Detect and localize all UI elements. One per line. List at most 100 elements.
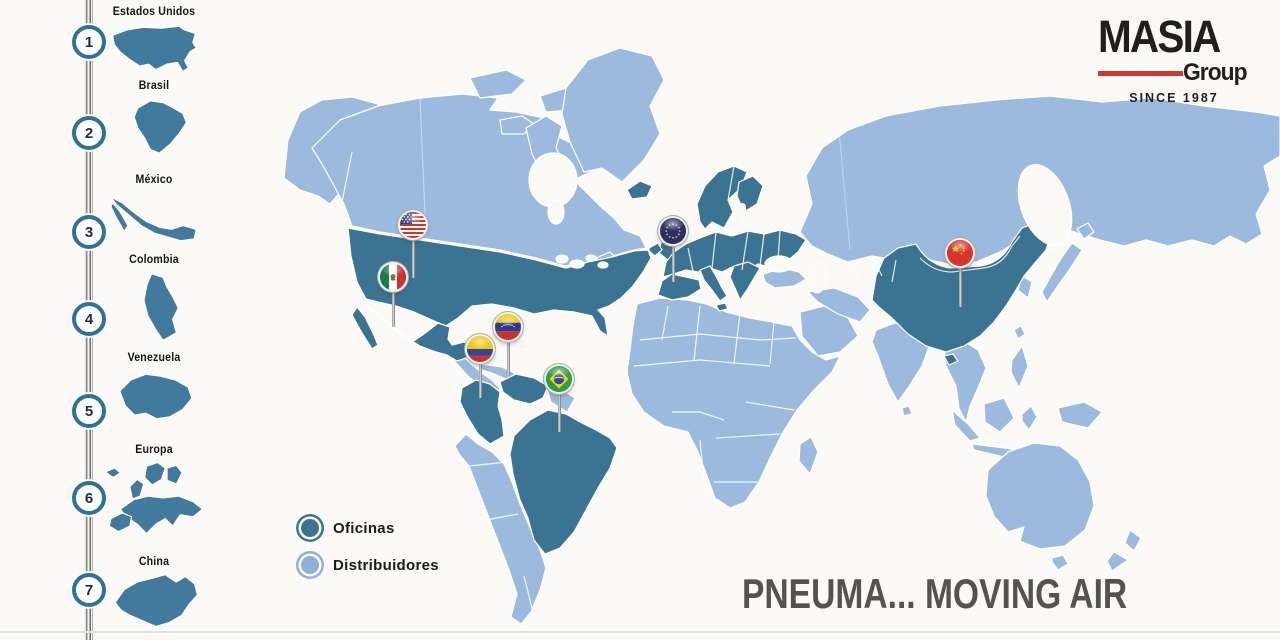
step-number: 6: [84, 489, 94, 507]
pin-stick: [391, 285, 395, 327]
logo-since-tagline: SINCE 1987: [1129, 91, 1219, 105]
usa: [347, 227, 652, 337]
logo-wordmark: MASIA: [1098, 11, 1221, 62]
country-label: China: [138, 556, 170, 568]
country-borders: [339, 97, 1021, 609]
taiwan: [1013, 325, 1026, 340]
sidebar-item-estados-unidos: 1 Estados Unidos: [72, 6, 212, 75]
borneo: [983, 397, 1015, 433]
sulawesi: [1021, 405, 1038, 431]
sidebar-item-brasil: 2 Brasil: [72, 80, 212, 159]
colombia: [459, 379, 505, 445]
step-number-badge: 4: [72, 302, 106, 336]
step-number-badge: 2: [72, 116, 106, 150]
country-label: Brasil: [138, 80, 170, 92]
step-number: 1: [84, 33, 94, 51]
brazil: [509, 409, 618, 555]
country-silhouette-icon: [112, 367, 196, 427]
great-lake: [569, 259, 585, 269]
step-number-badge: 5: [72, 394, 106, 428]
south-america-west: [454, 433, 547, 625]
seas: [528, 152, 1073, 294]
step-number-badge: 3: [72, 215, 106, 249]
map-pin-china-china-flag-icon[interactable]: [947, 240, 973, 266]
sidebar-item-colombia: 4 Colombia: [72, 254, 212, 347]
sidebar-item-china: 7 China: [72, 556, 212, 631]
country-label: Estados Unidos: [112, 6, 196, 18]
new-zealand: [1106, 551, 1129, 572]
ireland: [648, 242, 663, 257]
balkans-greece: [729, 261, 761, 301]
logo-red-bar: [1098, 70, 1183, 76]
pin-stick: [671, 239, 675, 282]
philippines: [1010, 345, 1029, 389]
iran-region: [807, 287, 871, 323]
country-silhouette-icon: [118, 95, 190, 159]
hudson-bay: [528, 152, 578, 208]
step-number-badge: 6: [72, 481, 106, 515]
map-pin-colombia-colombia-flag-icon[interactable]: [467, 336, 493, 362]
great-lake: [585, 254, 597, 262]
hainan: [943, 353, 959, 366]
hokkaido: [1076, 222, 1095, 240]
legend-marker-icon: [301, 556, 319, 574]
tasmania: [1051, 554, 1069, 571]
country-label: Venezuela: [127, 352, 181, 364]
bottom-divider: [0, 631, 1280, 633]
sidebar-item-m-xico: 3 México: [72, 174, 212, 249]
map-pin-europa-eu-flag-icon[interactable]: [660, 218, 686, 244]
pin-stick: [506, 335, 510, 377]
map-pin-venezuela-venezuela-flag-icon[interactable]: [495, 314, 521, 340]
legend-item: Oficinas: [296, 514, 439, 542]
italy: [699, 265, 728, 302]
step-number: 4: [84, 310, 94, 328]
step-number-badge: 7: [72, 573, 106, 607]
pin-stick: [958, 261, 962, 307]
sidebar-item-europa: 6 Europa: [72, 444, 212, 551]
map-legend: Oficinas Distribuidores: [296, 514, 439, 588]
sri-lanka: [901, 405, 913, 417]
step-number: 2: [84, 124, 94, 142]
masia-group-logo: MASIA Group SINCE 1987: [1098, 14, 1250, 105]
legend-label: Distribuidores: [333, 556, 439, 574]
caspian-sea: [809, 262, 827, 294]
country-silhouette-icon: [109, 189, 199, 247]
office-regions: [347, 165, 1053, 555]
map-pin-usa-usa-flag-icon[interactable]: [400, 212, 426, 238]
sidebar-item-venezuela: 5 Venezuela: [72, 352, 212, 428]
iceland: [626, 180, 653, 200]
country-silhouette-icon: [105, 571, 203, 631]
james-bay: [547, 199, 565, 225]
sumatra: [951, 409, 981, 442]
step-number: 5: [84, 402, 94, 420]
logo-suffix: Group: [1183, 59, 1248, 86]
pin-stick: [557, 387, 561, 432]
new-guinea: [1057, 401, 1103, 429]
arctic-island: [469, 69, 527, 99]
map-pin-mexico-mexico-flag-icon[interactable]: [380, 264, 406, 290]
venezuela: [499, 373, 549, 405]
great-lake: [597, 261, 609, 269]
country-label: México: [135, 174, 173, 186]
madagascar: [798, 436, 819, 475]
pin-stick: [478, 357, 482, 398]
slogan: PNEUMA... MOVING AIR: [742, 570, 1128, 617]
sea-of-okhotsk: [1017, 164, 1073, 246]
new-zealand: [1124, 529, 1142, 552]
finland: [736, 175, 764, 213]
black-sea: [764, 255, 794, 273]
sicily: [715, 302, 729, 312]
africa: [626, 297, 841, 509]
distributor-regions: [283, 47, 1280, 625]
country-label: Europa: [135, 444, 173, 456]
map-pin-brasil-brazil-flag-icon[interactable]: [546, 366, 572, 392]
country-silhouette-icon: [108, 21, 200, 75]
indochina: [943, 339, 987, 423]
legend-label: Oficinas: [333, 519, 395, 537]
step-number: 3: [84, 223, 94, 241]
step-number: 7: [84, 581, 94, 599]
legend-item: Distribuidores: [296, 551, 439, 579]
country-label: Colombia: [129, 254, 179, 266]
